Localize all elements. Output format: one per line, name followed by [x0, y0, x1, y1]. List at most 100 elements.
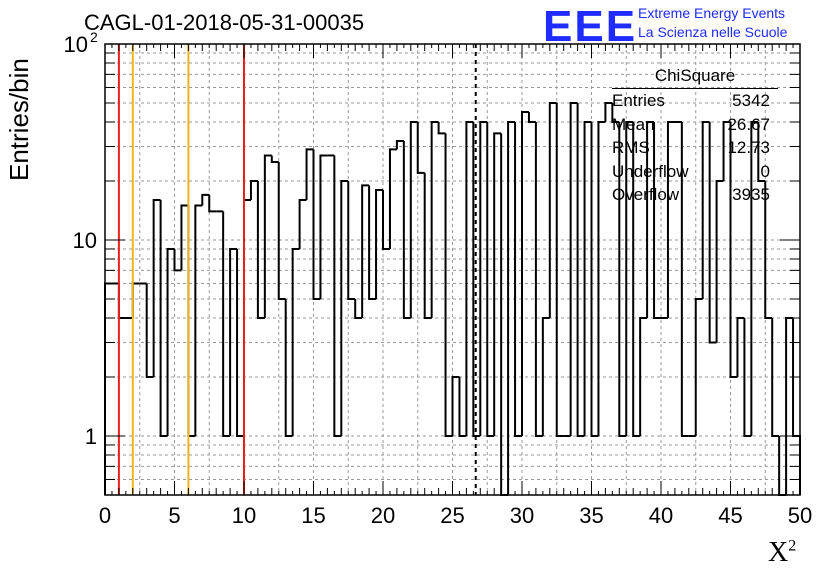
histogram-bin — [402, 140, 411, 319]
x-tick-label: 20 — [371, 503, 395, 528]
histogram-bin — [159, 199, 168, 437]
x-tick-label: 25 — [440, 503, 464, 528]
histogram-bin — [173, 248, 182, 272]
y-axis-label: Entries/bin — [4, 58, 34, 181]
histogram-bin — [465, 120, 474, 436]
stats-row-underflow: Underflow 0 — [612, 160, 778, 184]
histogram-bin — [416, 121, 425, 174]
histogram-bin — [479, 120, 488, 436]
histogram-bin — [500, 133, 509, 496]
histogram-bin — [486, 121, 495, 437]
histogram-bin — [284, 299, 293, 437]
histogram-bin — [152, 198, 161, 377]
stats-value: 12.73 — [727, 138, 770, 157]
histogram-bin — [444, 133, 453, 437]
histogram-bin — [611, 103, 620, 123]
x-tick-label: 45 — [718, 503, 742, 528]
histogram-bin — [792, 317, 801, 495]
histogram-bin — [145, 283, 154, 378]
histogram-bin — [750, 120, 759, 436]
histogram-bin — [590, 121, 599, 437]
histogram-bin — [229, 247, 238, 436]
histogram-bin — [569, 102, 578, 436]
stats-value: 5342 — [732, 91, 770, 110]
histogram-bin — [382, 189, 390, 250]
histogram-bin — [646, 120, 655, 318]
x-tick-label: 35 — [579, 503, 603, 528]
histogram-bin — [131, 282, 140, 318]
stats-row-rms: RMS 12.73 — [612, 136, 778, 160]
histogram-bin — [597, 120, 606, 436]
histogram-bin — [541, 316, 550, 436]
y-tick-label: 1 — [85, 424, 97, 449]
histogram-bin — [576, 103, 585, 437]
x-tick-label: 0 — [99, 503, 111, 528]
histogram-bin — [708, 121, 717, 344]
histogram-bin — [368, 185, 377, 301]
histogram-bin — [701, 120, 710, 300]
grid-lines — [105, 44, 800, 495]
y-tick-label: 10 — [73, 228, 97, 253]
stats-label: RMS — [612, 138, 650, 157]
histogram-bin — [583, 120, 592, 436]
histogram-bin — [534, 121, 543, 437]
histogram-bin — [305, 148, 314, 200]
histogram-bin — [618, 121, 627, 437]
histogram-bin — [764, 180, 773, 319]
histogram-bin — [166, 247, 175, 436]
x-tick-label: 40 — [649, 503, 673, 528]
histogram-bin — [263, 154, 272, 318]
histogram-bin — [680, 121, 689, 437]
stats-row-overflow: Overflow 3935 — [612, 183, 778, 207]
histogram-bin — [277, 162, 286, 301]
histogram-bin — [340, 179, 349, 436]
x-tick-label: 5 — [168, 503, 180, 528]
histogram-bin — [375, 188, 383, 300]
stats-title: ChiSquare — [612, 66, 778, 89]
histogram-bin — [208, 194, 217, 213]
histogram-bin — [715, 179, 724, 343]
histogram-bin — [729, 121, 738, 378]
histogram-bin — [785, 316, 794, 495]
histogram-bin — [548, 102, 557, 318]
histogram-bin — [666, 120, 675, 318]
logo-line2: La Scienza nelle Scuole — [638, 24, 788, 40]
histogram-bin — [291, 247, 300, 436]
stats-label: Overflow — [612, 185, 680, 204]
reference-lines — [117, 44, 477, 495]
histogram-bin — [194, 204, 203, 436]
stats-label: Mean — [612, 114, 655, 134]
histogram-bin — [722, 120, 731, 181]
histogram-bin — [298, 198, 307, 249]
histogram-bin — [458, 376, 467, 437]
histogram-bin — [236, 248, 244, 437]
histogram-bars — [104, 102, 801, 496]
histogram-bin — [437, 121, 446, 135]
histogram-bin — [430, 120, 439, 318]
histogram-bin — [388, 148, 397, 249]
histogram-bin — [222, 211, 231, 437]
x-axis-label-exp: 2 — [788, 537, 797, 555]
stats-value: 26.67 — [727, 114, 770, 134]
x-tick-label: 10 — [232, 503, 256, 528]
histogram-bin — [555, 103, 564, 437]
logo-line1: Extreme Energy Events — [638, 5, 786, 21]
histogram-bin — [625, 120, 634, 436]
histogram-bin — [507, 120, 516, 495]
histogram-bin — [423, 172, 432, 319]
x-tick-label: 50 — [788, 503, 812, 528]
histogram-bin — [514, 121, 522, 437]
histogram-bin — [632, 121, 641, 437]
histogram-bin — [249, 179, 258, 200]
histogram-bin — [361, 184, 370, 318]
histogram-bin — [604, 102, 613, 122]
histogram-bin — [409, 120, 418, 318]
y-tick-label: 10 — [64, 32, 88, 57]
stats-label: Entries — [612, 91, 665, 110]
stats-box: ChiSquare Entries 5342 Mean 26.67 RMS 12.73… — [612, 66, 778, 207]
histogram-bin — [527, 111, 536, 123]
histogram-bin — [312, 149, 321, 301]
histogram-bin — [451, 375, 460, 436]
histogram-bin — [319, 154, 328, 300]
